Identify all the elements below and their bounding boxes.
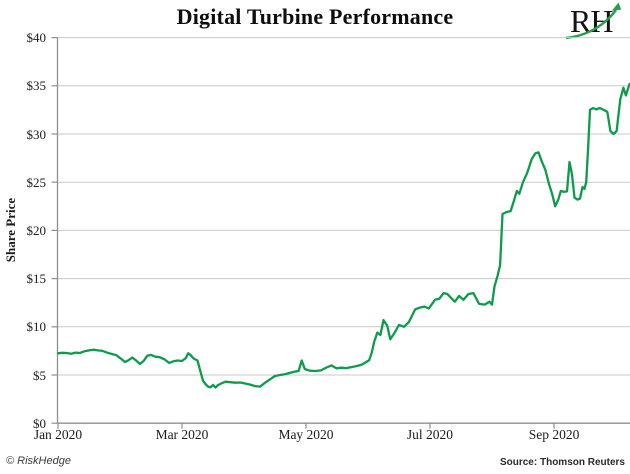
chart-title: Digital Turbine Performance [176, 4, 454, 29]
x-tick-label: Jul 2020 [406, 427, 454, 442]
x-tick-label: May 2020 [278, 427, 334, 442]
y-tick-label: $5 [33, 367, 46, 383]
source-note: Source: Thomson Reuters [499, 457, 625, 468]
logo-arrowhead-icon [611, 2, 622, 11]
y-tick-label: $30 [26, 126, 47, 142]
x-tick-label: Sep 2020 [528, 427, 580, 442]
y-tick-label: $25 [26, 174, 47, 190]
y-tick-label: $15 [26, 271, 47, 287]
x-tick-label: Jan 2020 [33, 427, 83, 442]
y-tick-label: $10 [26, 319, 47, 335]
copyright-note: © RiskHedge [6, 455, 71, 467]
y-tick-label: $0 [33, 415, 46, 431]
price-line [56, 82, 630, 389]
y-tick-label: $40 [26, 30, 47, 46]
y-tick-label: $35 [26, 78, 47, 94]
x-tick-label: Mar 2020 [155, 427, 209, 442]
y-tick-label: $20 [26, 222, 47, 238]
